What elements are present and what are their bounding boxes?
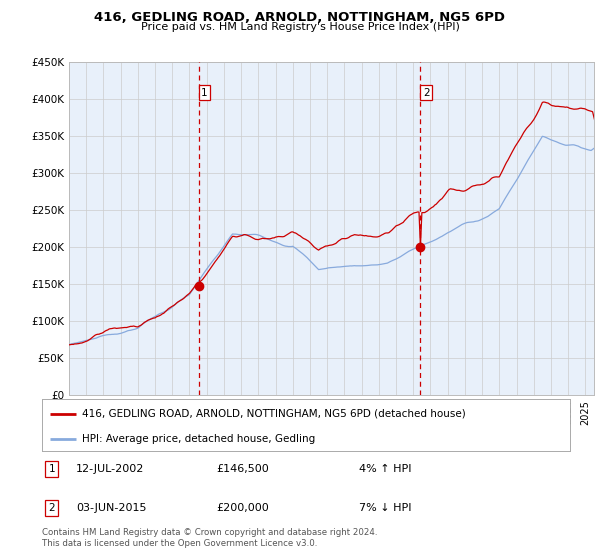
Text: 2: 2	[423, 87, 430, 97]
Text: 1: 1	[49, 464, 55, 474]
Text: £200,000: £200,000	[216, 503, 269, 513]
Text: £146,500: £146,500	[216, 464, 269, 474]
Text: 416, GEDLING ROAD, ARNOLD, NOTTINGHAM, NG5 6PD: 416, GEDLING ROAD, ARNOLD, NOTTINGHAM, N…	[95, 11, 505, 24]
Text: 03-JUN-2015: 03-JUN-2015	[76, 503, 147, 513]
Text: 7% ↓ HPI: 7% ↓ HPI	[359, 503, 412, 513]
Text: 4% ↑ HPI: 4% ↑ HPI	[359, 464, 412, 474]
Text: Contains HM Land Registry data © Crown copyright and database right 2024.
This d: Contains HM Land Registry data © Crown c…	[42, 528, 377, 548]
Text: 416, GEDLING ROAD, ARNOLD, NOTTINGHAM, NG5 6PD (detached house): 416, GEDLING ROAD, ARNOLD, NOTTINGHAM, N…	[82, 409, 466, 419]
Text: 2: 2	[49, 503, 55, 513]
Text: HPI: Average price, detached house, Gedling: HPI: Average price, detached house, Gedl…	[82, 435, 315, 445]
Text: 1: 1	[201, 87, 208, 97]
Text: Price paid vs. HM Land Registry's House Price Index (HPI): Price paid vs. HM Land Registry's House …	[140, 22, 460, 32]
Text: 12-JUL-2002: 12-JUL-2002	[76, 464, 145, 474]
